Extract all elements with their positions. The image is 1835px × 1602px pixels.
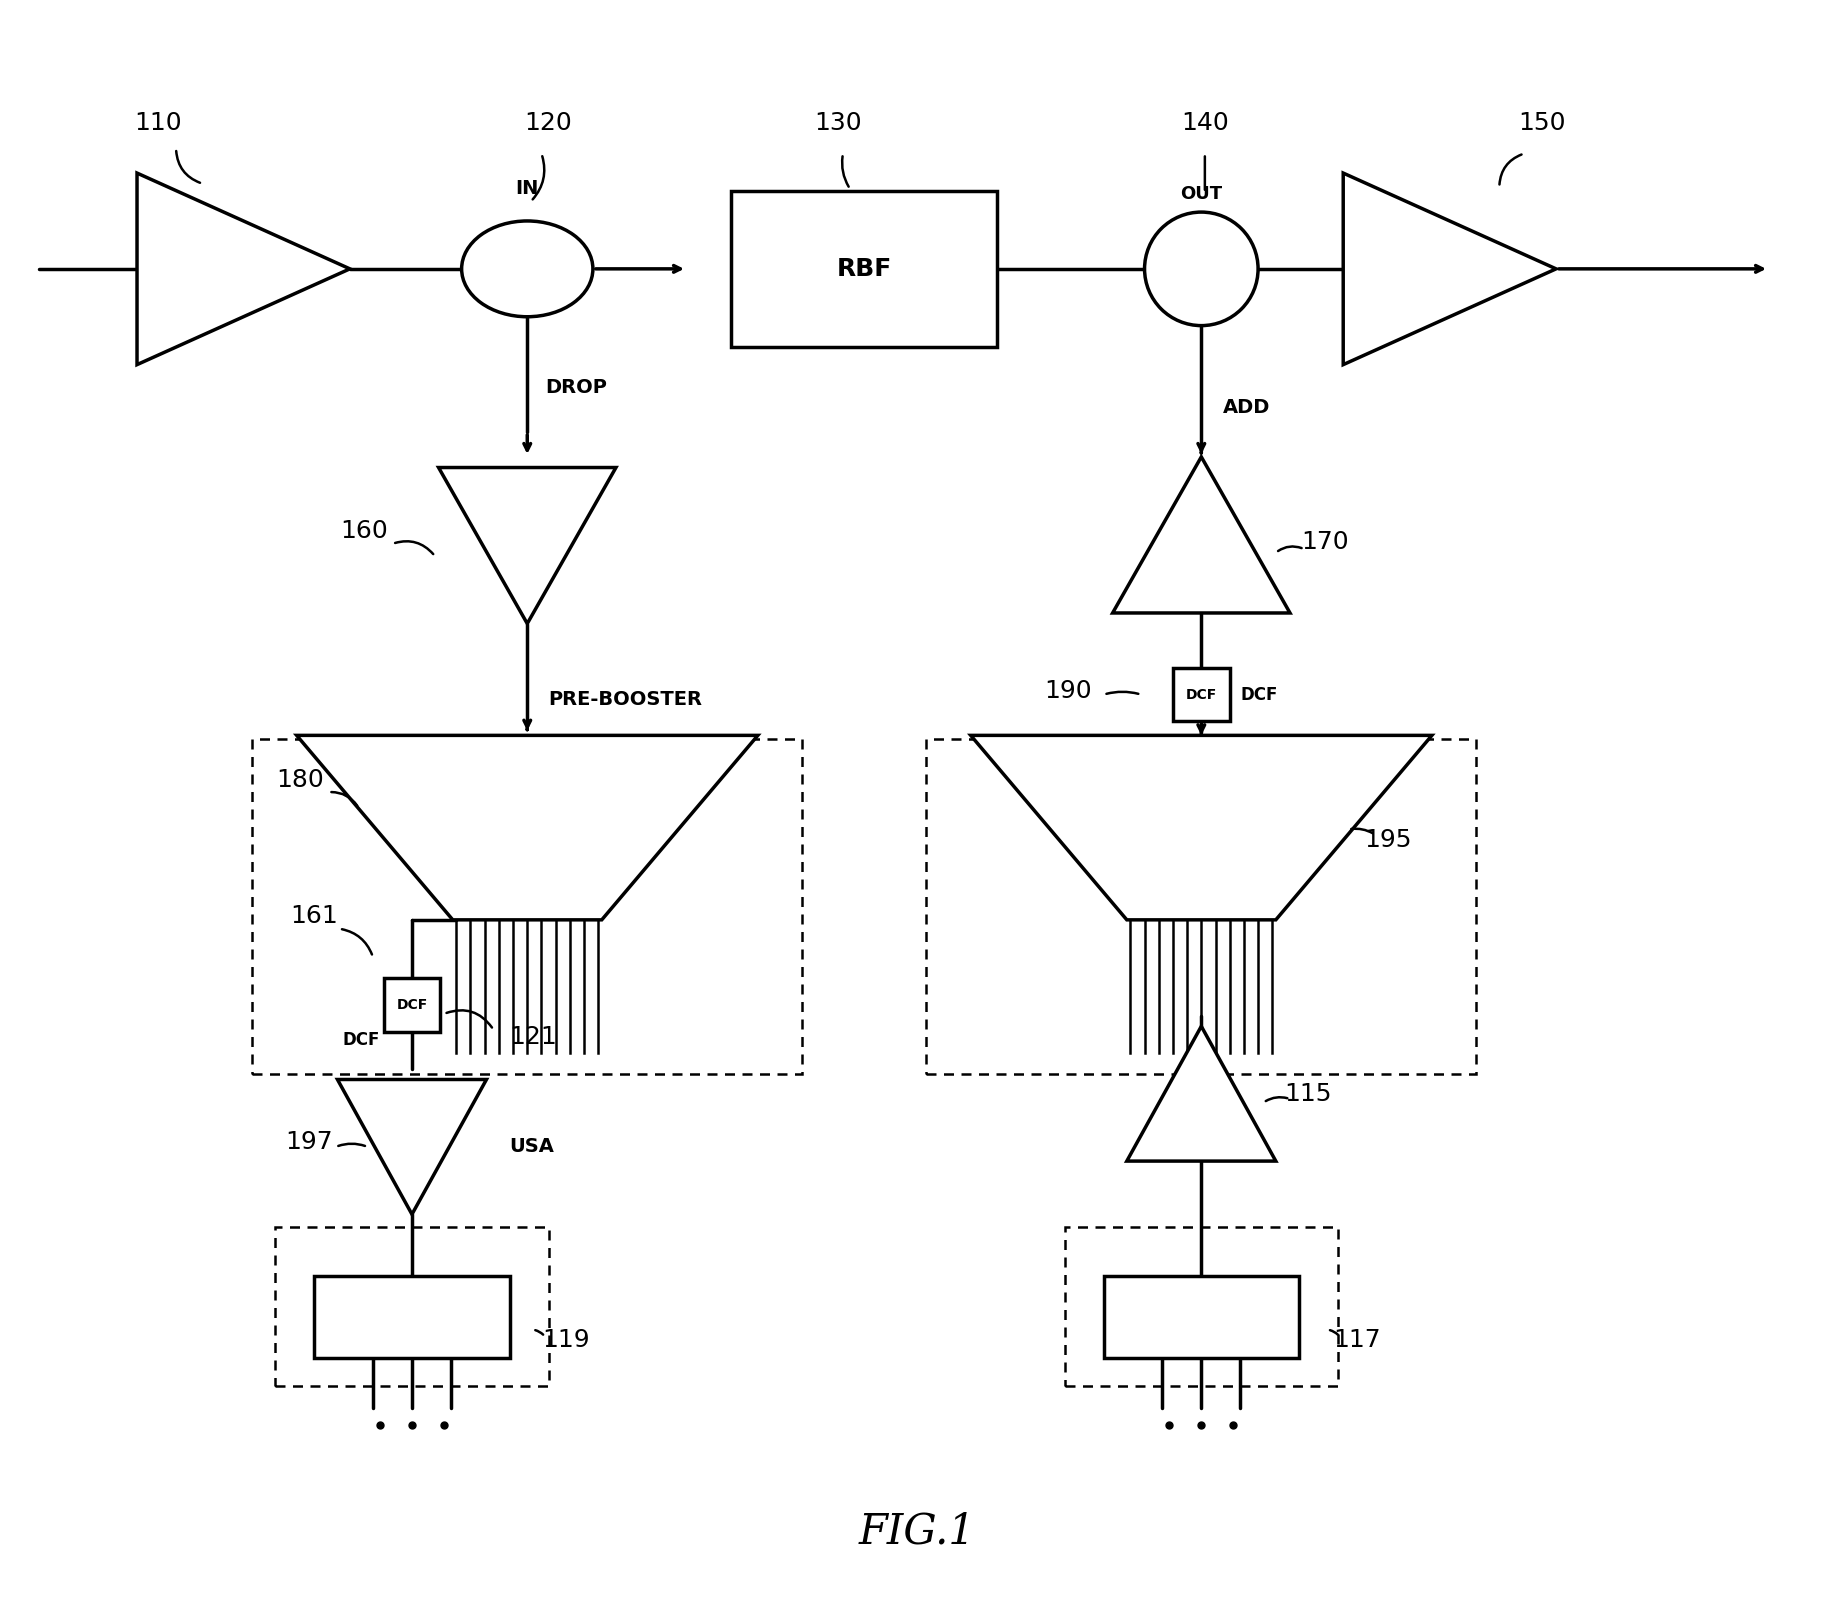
FancyBboxPatch shape [314,1277,510,1358]
Polygon shape [1343,173,1556,365]
Text: 195: 195 [1363,828,1411,852]
Text: 120: 120 [525,112,573,136]
Polygon shape [297,735,758,920]
Polygon shape [971,735,1431,920]
FancyBboxPatch shape [1103,1277,1299,1358]
Polygon shape [338,1080,486,1214]
Text: USA: USA [510,1137,554,1157]
Text: 115: 115 [1284,1081,1332,1105]
Text: 119: 119 [543,1328,591,1352]
Text: 150: 150 [1518,112,1565,136]
Text: 117: 117 [1334,1328,1382,1352]
Polygon shape [439,468,617,623]
Text: 170: 170 [1301,530,1349,554]
Text: 190: 190 [1044,679,1092,703]
Text: DCF: DCF [1185,687,1217,702]
Text: 121: 121 [510,1025,558,1049]
Text: OUT: OUT [1180,186,1222,203]
Text: FIG.1: FIG.1 [859,1511,976,1552]
Text: 130: 130 [815,112,861,136]
Text: DROP: DROP [545,378,607,397]
Text: PRE-BOOSTER: PRE-BOOSTER [549,690,703,710]
Text: RBF: RBF [837,256,892,280]
Polygon shape [1127,1027,1275,1161]
Text: 180: 180 [277,767,325,791]
Text: 160: 160 [339,519,387,543]
Polygon shape [138,173,350,365]
Text: 197: 197 [284,1129,332,1153]
Text: 161: 161 [290,904,338,928]
Text: ADD: ADD [1222,397,1270,417]
FancyBboxPatch shape [384,979,440,1032]
Text: DCF: DCF [343,1032,380,1049]
Ellipse shape [462,221,593,317]
FancyBboxPatch shape [1173,668,1229,721]
Text: DCF: DCF [396,998,428,1012]
Circle shape [1145,211,1259,325]
Text: DCF: DCF [1240,686,1277,703]
Text: 140: 140 [1182,112,1229,136]
Text: 110: 110 [134,112,182,136]
Text: IN: IN [516,179,539,199]
FancyBboxPatch shape [732,191,996,348]
Polygon shape [1112,457,1290,614]
